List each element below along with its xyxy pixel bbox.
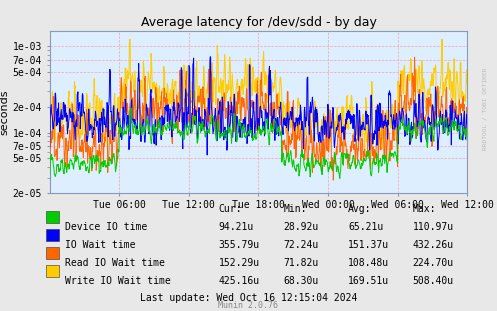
Title: Average latency for /dev/sdd - by day: Average latency for /dev/sdd - by day [141, 16, 376, 29]
Text: RRDTOOL / TOBI OETIKER: RRDTOOL / TOBI OETIKER [482, 67, 487, 150]
Text: 508.40u: 508.40u [413, 276, 454, 286]
Text: 151.37u: 151.37u [348, 240, 389, 250]
Text: 425.16u: 425.16u [219, 276, 260, 286]
Text: Munin 2.0.76: Munin 2.0.76 [219, 301, 278, 310]
Text: 94.21u: 94.21u [219, 222, 254, 232]
Text: 28.92u: 28.92u [283, 222, 319, 232]
Text: Avg:: Avg: [348, 204, 371, 214]
Text: Read IO Wait time: Read IO Wait time [65, 258, 165, 268]
Text: Last update: Wed Oct 16 12:15:04 2024: Last update: Wed Oct 16 12:15:04 2024 [140, 293, 357, 303]
Text: 72.24u: 72.24u [283, 240, 319, 250]
Text: 108.48u: 108.48u [348, 258, 389, 268]
Text: Write IO Wait time: Write IO Wait time [65, 276, 170, 286]
Text: 169.51u: 169.51u [348, 276, 389, 286]
Text: 355.79u: 355.79u [219, 240, 260, 250]
Text: 65.21u: 65.21u [348, 222, 383, 232]
Text: Max:: Max: [413, 204, 436, 214]
Text: Device IO time: Device IO time [65, 222, 147, 232]
Text: Min:: Min: [283, 204, 307, 214]
Text: 224.70u: 224.70u [413, 258, 454, 268]
Text: Cur:: Cur: [219, 204, 242, 214]
Text: 152.29u: 152.29u [219, 258, 260, 268]
Text: 71.82u: 71.82u [283, 258, 319, 268]
Text: 110.97u: 110.97u [413, 222, 454, 232]
Text: IO Wait time: IO Wait time [65, 240, 135, 250]
Text: 432.26u: 432.26u [413, 240, 454, 250]
Text: 68.30u: 68.30u [283, 276, 319, 286]
Y-axis label: seconds: seconds [0, 89, 10, 135]
